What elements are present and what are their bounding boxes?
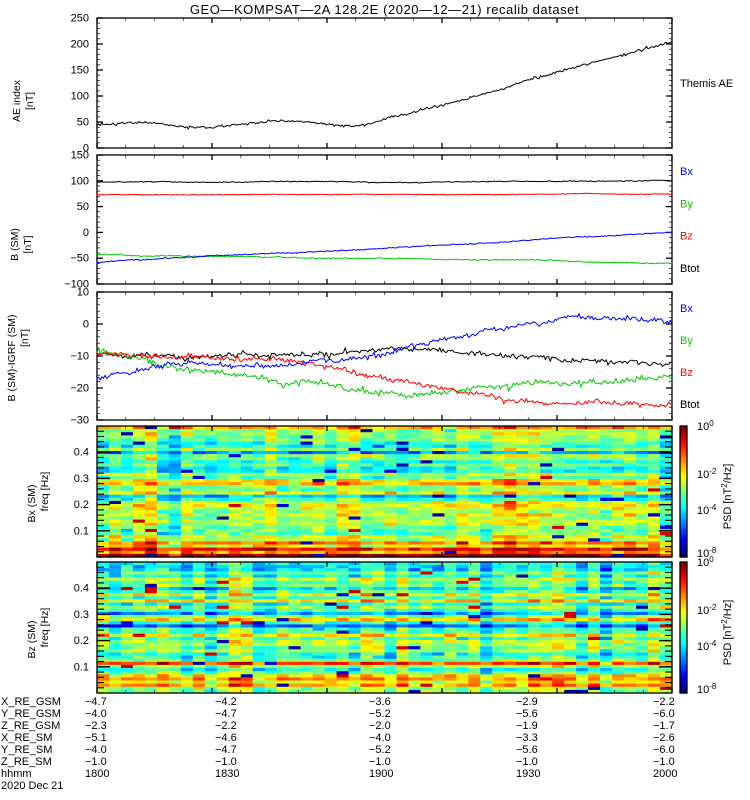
- svg-text:1930: 1930: [516, 768, 540, 780]
- svg-text:Bz: Bz: [680, 367, 693, 379]
- svg-text:2020 Dec 21: 2020 Dec 21: [1, 780, 63, 792]
- svg-text:−4.0: −4.0: [85, 744, 107, 756]
- svg-text:200: 200: [71, 39, 89, 51]
- svg-text:−50: −50: [70, 253, 89, 265]
- svg-text:−4.2: −4.2: [215, 696, 237, 708]
- svg-text:50: 50: [77, 117, 89, 129]
- svg-text:[nT]: [nT]: [24, 92, 36, 110]
- svg-text:−4.7: −4.7: [85, 696, 107, 708]
- svg-text:−2.9: −2.9: [516, 696, 538, 708]
- svg-text:Bz (SM): Bz (SM): [26, 621, 38, 659]
- svg-text:−2.2: −2.2: [215, 720, 237, 732]
- svg-text:−2.0: −2.0: [369, 720, 391, 732]
- svg-text:−1.0: −1.0: [516, 756, 538, 768]
- svg-text:B (SM): B (SM): [9, 228, 21, 261]
- svg-text:−4.0: −4.0: [369, 732, 391, 744]
- svg-text:−6.0: −6.0: [653, 744, 675, 756]
- svg-text:−5.6: −5.6: [516, 708, 538, 720]
- svg-text:100: 100: [71, 91, 89, 103]
- svg-text:−1.7: −1.7: [653, 720, 675, 732]
- svg-text:−10: −10: [70, 351, 89, 363]
- svg-text:−5.2: −5.2: [369, 708, 391, 720]
- svg-text:−1.0: −1.0: [215, 756, 237, 768]
- svg-text:1800: 1800: [85, 768, 109, 780]
- svg-text:1900: 1900: [369, 768, 393, 780]
- svg-text:−2.2: −2.2: [653, 696, 675, 708]
- svg-text:B (SM)-IGRF (SM): B (SM)-IGRF (SM): [6, 315, 18, 402]
- svg-text:−3.6: −3.6: [369, 696, 391, 708]
- svg-text:−4.7: −4.7: [215, 744, 237, 756]
- svg-text:−5.1: −5.1: [85, 732, 107, 744]
- svg-text:GEO—KOMPSAT—2A 128.2E (2020—12: GEO—KOMPSAT—2A 128.2E (2020—12—21) recal…: [190, 2, 579, 17]
- svg-text:150: 150: [71, 65, 89, 77]
- svg-text:150: 150: [71, 150, 89, 162]
- svg-text:−6.0: −6.0: [653, 708, 675, 720]
- svg-text:Y_RE_GSM: Y_RE_GSM: [1, 708, 61, 720]
- svg-text:AE index: AE index: [11, 79, 23, 122]
- svg-text:250: 250: [71, 13, 89, 25]
- svg-text:1830: 1830: [215, 768, 239, 780]
- svg-text:X_RE_GSM: X_RE_GSM: [1, 696, 61, 708]
- svg-text:−5.2: −5.2: [369, 744, 391, 756]
- svg-text:Z_RE_SM: Z_RE_SM: [1, 756, 52, 768]
- svg-text:50: 50: [77, 201, 89, 213]
- svg-text:0: 0: [83, 319, 89, 331]
- svg-text:−5.6: −5.6: [516, 744, 538, 756]
- svg-text:Z_RE_GSM: Z_RE_GSM: [1, 720, 60, 732]
- svg-text:Btot: Btot: [680, 399, 700, 411]
- svg-text:0.1: 0.1: [74, 661, 89, 673]
- svg-text:−30: −30: [70, 415, 89, 427]
- svg-text:−4.7: −4.7: [215, 708, 237, 720]
- svg-text:Bx: Bx: [680, 303, 693, 315]
- svg-text:0: 0: [83, 227, 89, 239]
- svg-text:PSD [nT2/Hz]: PSD [nT2/Hz]: [720, 600, 735, 666]
- svg-text:−2.6: −2.6: [653, 732, 675, 744]
- svg-text:−2.3: −2.3: [85, 720, 107, 732]
- svg-text:10: 10: [77, 287, 89, 299]
- svg-text:100: 100: [71, 175, 89, 187]
- svg-text:Bx (SM): Bx (SM): [26, 485, 38, 523]
- svg-text:0.1: 0.1: [74, 525, 89, 537]
- svg-text:−1.0: −1.0: [85, 756, 107, 768]
- svg-text:−4.6: −4.6: [215, 732, 237, 744]
- svg-text:−4.0: −4.0: [85, 708, 107, 720]
- svg-text:0.2: 0.2: [74, 499, 89, 511]
- svg-text:0.3: 0.3: [74, 609, 89, 621]
- svg-text:−3.3: −3.3: [516, 732, 538, 744]
- svg-text:freq [Hz]: freq [Hz]: [39, 608, 51, 648]
- svg-text:Btot: Btot: [680, 263, 700, 275]
- svg-text:By: By: [680, 198, 693, 210]
- svg-text:−1.0: −1.0: [369, 756, 391, 768]
- svg-text:0.3: 0.3: [74, 473, 89, 485]
- svg-text:Bx: Bx: [680, 166, 693, 178]
- svg-text:Y_RE_SM: Y_RE_SM: [1, 744, 52, 756]
- svg-text:2000: 2000: [653, 768, 677, 780]
- svg-text:[nT]: [nT]: [19, 329, 31, 347]
- svg-text:0.2: 0.2: [74, 635, 89, 647]
- svg-text:0.4: 0.4: [74, 583, 89, 595]
- svg-text:X_RE_SM: X_RE_SM: [1, 732, 52, 744]
- svg-text:Bz: Bz: [680, 231, 693, 243]
- svg-text:Themis AE: Themis AE: [680, 78, 733, 90]
- svg-text:hhmm: hhmm: [1, 768, 32, 780]
- svg-text:−1.0: −1.0: [653, 756, 675, 768]
- svg-text:PSD [nT2/Hz]: PSD [nT2/Hz]: [720, 464, 735, 530]
- svg-text:[nT]: [nT]: [22, 235, 34, 253]
- svg-text:freq [Hz]: freq [Hz]: [39, 472, 51, 512]
- svg-text:−1.9: −1.9: [516, 720, 538, 732]
- svg-text:0.4: 0.4: [74, 447, 89, 459]
- svg-text:By: By: [680, 335, 693, 347]
- svg-text:−20: −20: [70, 383, 89, 395]
